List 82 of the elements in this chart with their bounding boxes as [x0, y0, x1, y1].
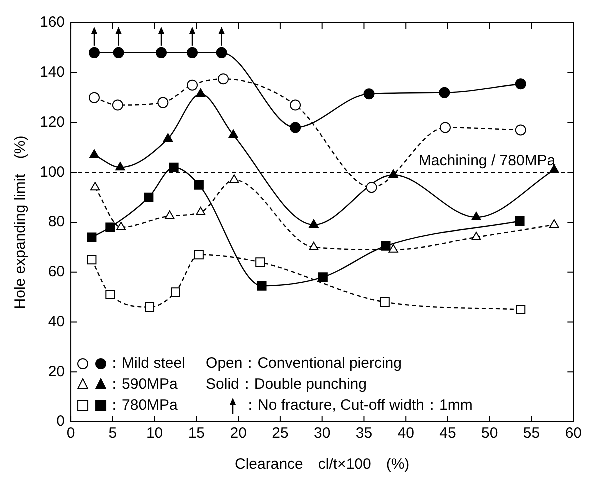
- point: [257, 281, 267, 291]
- point: [171, 288, 180, 298]
- x-tick-label: 35: [356, 425, 373, 442]
- point: [440, 122, 451, 134]
- point: [439, 87, 450, 98]
- point: [290, 100, 302, 111]
- x-tick-label: 10: [146, 425, 164, 442]
- y-tick-label: 160: [40, 14, 66, 32]
- x-tick-label: 60: [565, 425, 582, 442]
- point: [158, 97, 169, 108]
- x-tick-label: 25: [272, 425, 289, 442]
- legend-label: ：590MPa: [107, 376, 179, 394]
- point: [228, 130, 238, 138]
- point: [318, 272, 328, 282]
- point: [472, 232, 482, 240]
- point: [290, 122, 302, 134]
- x-tick-label: 55: [523, 425, 540, 442]
- y-tick-label: 20: [48, 363, 66, 380]
- point: [515, 124, 526, 136]
- annotation: ：No fracture, Cut-off width：1mm: [243, 397, 473, 414]
- point: [106, 222, 116, 232]
- x-tick-label: 5: [108, 425, 118, 442]
- point: [145, 302, 155, 312]
- point: [106, 290, 116, 300]
- point: [515, 78, 526, 90]
- point: [472, 212, 482, 221]
- annotation: Open：Conventional piercing: [206, 355, 402, 372]
- point: [256, 258, 266, 268]
- x-axis-title: Clearance cl/t×100 (%): [235, 456, 410, 474]
- x-tick-label: 40: [398, 425, 414, 442]
- point: [515, 216, 525, 226]
- point: [550, 219, 560, 228]
- point: [186, 80, 198, 91]
- point: [87, 255, 97, 265]
- point: [309, 219, 319, 228]
- point: [230, 174, 240, 184]
- x-tick-label: 30: [314, 425, 331, 442]
- point: [218, 74, 229, 85]
- point: [169, 162, 179, 172]
- y-tick-label: 120: [40, 114, 66, 131]
- point: [165, 210, 175, 220]
- point: [186, 47, 198, 58]
- legend-label: ：780MPa: [107, 397, 179, 414]
- point: [156, 47, 167, 58]
- point: [380, 298, 390, 308]
- point: [90, 150, 100, 158]
- annotation: Solid：Double punching: [206, 376, 367, 394]
- point: [388, 244, 398, 253]
- y-tick-label: 0: [56, 413, 66, 430]
- y-axis-title: Hole expanding limit (%): [12, 136, 30, 310]
- point: [88, 92, 100, 104]
- point: [112, 100, 124, 111]
- legend-label: ：Mild steel: [107, 355, 186, 372]
- point: [88, 47, 100, 58]
- point: [194, 180, 204, 190]
- point: [196, 88, 206, 98]
- x-tick-label: 20: [230, 425, 247, 442]
- point: [388, 170, 398, 178]
- point: [216, 47, 228, 58]
- point: [144, 192, 154, 202]
- point: [381, 241, 391, 251]
- y-tick-label: 60: [48, 264, 66, 281]
- y-tick-label: 40: [48, 313, 66, 330]
- y-tick-label: 140: [40, 64, 66, 82]
- point: [364, 88, 375, 100]
- ref-line-label: Machining / 780MPa: [418, 152, 556, 170]
- y-tick-label: 100: [40, 164, 66, 181]
- x-tick-label: 50: [482, 425, 498, 442]
- point: [87, 232, 97, 242]
- point: [194, 250, 204, 260]
- y-tick-label: 80: [48, 214, 66, 231]
- point: [309, 242, 319, 250]
- x-tick-label: 15: [188, 425, 206, 442]
- point: [366, 182, 378, 194]
- point: [163, 133, 174, 142]
- point: [116, 222, 126, 230]
- point: [113, 47, 124, 58]
- point: [516, 305, 526, 315]
- point: [116, 162, 126, 171]
- x-tick-label: 45: [440, 425, 456, 442]
- point: [196, 207, 206, 216]
- point: [90, 182, 100, 191]
